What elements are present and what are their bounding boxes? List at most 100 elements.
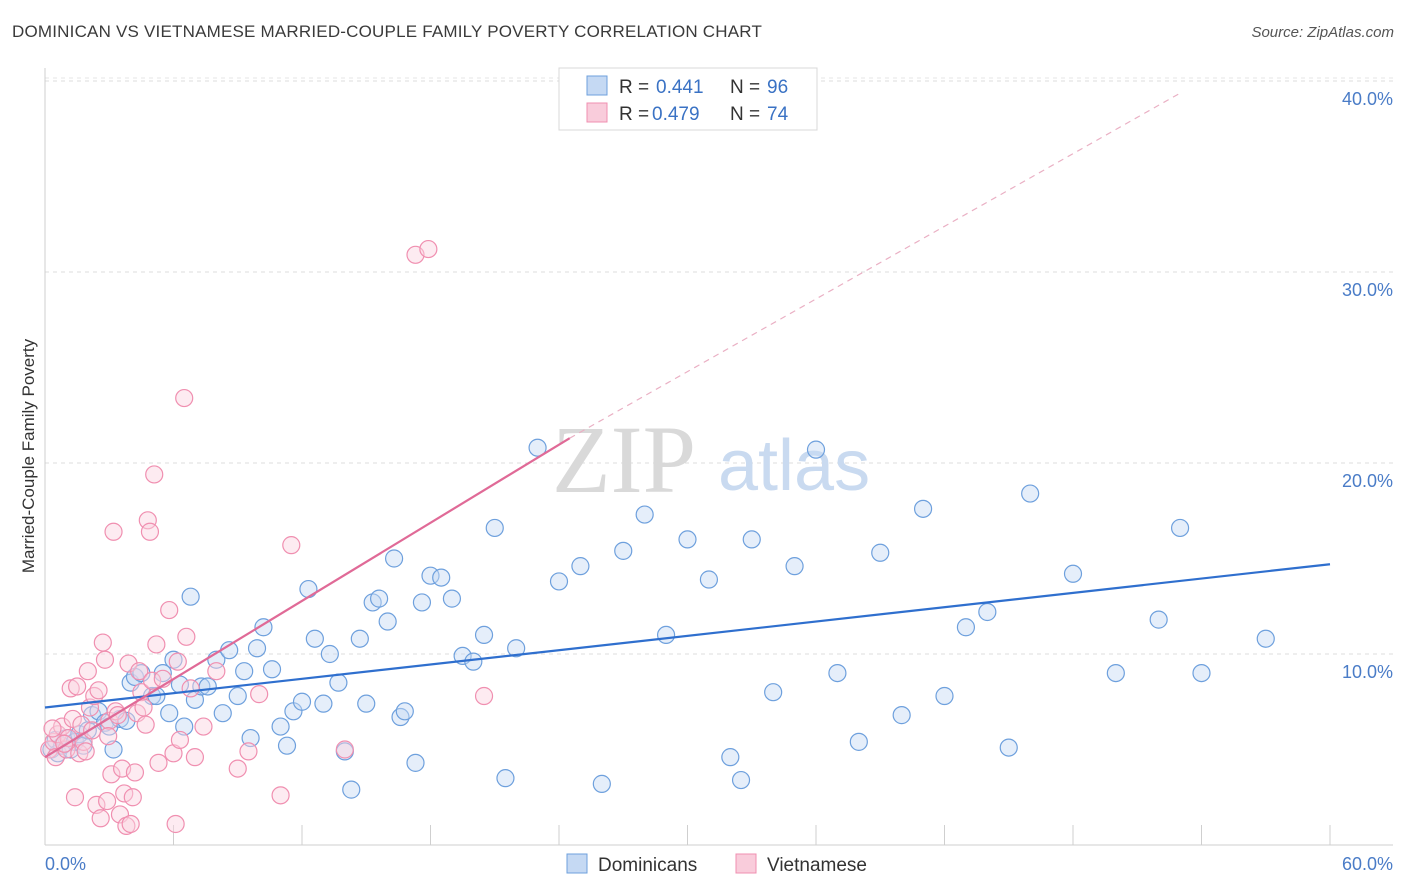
vietnamese-point-55 xyxy=(177,627,196,646)
dominicans-point-83 xyxy=(785,557,804,576)
x-tick-label-0: 0.0% xyxy=(45,854,86,874)
vietnamese-point-36 xyxy=(125,763,145,782)
dominicans-point-98 xyxy=(1170,518,1190,538)
vietnamese-point-34 xyxy=(121,814,140,834)
dominicans-point-90 xyxy=(935,686,954,706)
y-axis-label: Married-Couple Family Poverty xyxy=(19,338,38,573)
dominicans-point-59 xyxy=(406,753,425,772)
vietnamese-point-41 xyxy=(136,715,155,734)
dominicans-point-47 xyxy=(320,644,339,664)
dominicans-point-97 xyxy=(1149,610,1168,629)
vietnamese-point-47 xyxy=(149,753,168,772)
vietnamese-point-61 xyxy=(239,742,258,761)
legend-r-dominicans: 0.441 xyxy=(656,77,704,98)
vietnamese-point-11 xyxy=(70,744,89,763)
dominicans-point-95 xyxy=(1063,564,1083,583)
dominicans-point-72 xyxy=(571,557,590,576)
vietnamese-point-59 xyxy=(207,662,226,681)
vietnamese-point-42 xyxy=(138,511,157,530)
vietnamese-point-54 xyxy=(175,388,194,408)
series-swatch-vietnamese xyxy=(735,853,757,874)
dominicans-point-51 xyxy=(350,629,369,648)
dominicans-point-45 xyxy=(305,629,324,648)
vietnamese-point-43 xyxy=(140,522,160,541)
trend-lines xyxy=(44,92,1331,759)
dominicans-point-74 xyxy=(614,541,633,560)
dominicans-point-43 xyxy=(292,692,312,711)
dominicans-point-85 xyxy=(828,663,847,683)
dominicans-point-54 xyxy=(370,589,389,608)
vietnamese-point-20 xyxy=(91,809,110,828)
dominicans-point-62 xyxy=(432,568,451,587)
dominicans-point-52 xyxy=(357,694,376,713)
y-tick-labels: 10.0% 20.0% 30.0% 40.0% xyxy=(1342,89,1393,682)
vietnamese-point-72 xyxy=(43,719,62,738)
vietnamese-point-46 xyxy=(147,635,166,654)
dominicans-point-26 xyxy=(175,717,194,736)
vietnamese-point-31 xyxy=(115,784,134,803)
vietnamese-point-67 xyxy=(419,239,438,259)
vietnamese-point-65 xyxy=(335,740,354,759)
dominicans-point-48 xyxy=(329,673,348,692)
dominicans-point-67 xyxy=(485,518,504,538)
dominicans-point-27 xyxy=(181,587,200,606)
y-tick-label-0: 10.0% xyxy=(1342,662,1393,682)
series-legend: Dominicans Vietnamese xyxy=(566,853,867,876)
source-label: Source: ZipAtlas.com xyxy=(1251,24,1394,41)
dominicans-point-88 xyxy=(892,706,911,725)
vietnamese-point-60 xyxy=(228,759,247,778)
dominicans-point-79 xyxy=(721,748,740,767)
dominicans-point-100 xyxy=(1256,629,1275,648)
vietnamese-point-19 xyxy=(89,681,108,700)
vietnamese-point-38 xyxy=(130,662,149,681)
legend-n-label-vietnamese: N = xyxy=(730,104,760,125)
dominicans-point-99 xyxy=(1192,663,1211,683)
dominicans-points xyxy=(42,438,1275,799)
legend-r-label-vietnamese: R = xyxy=(619,104,649,125)
vietnamese-point-68 xyxy=(474,686,494,706)
grid-lines xyxy=(45,77,1393,655)
series-label-vietnamese: Vietnamese xyxy=(767,855,867,876)
vietnamese-point-58 xyxy=(194,717,213,736)
vietnamese-points xyxy=(40,239,494,836)
vietnamese-point-52 xyxy=(168,652,187,671)
dominicans-point-23 xyxy=(160,704,179,723)
vietnamese-point-9 xyxy=(65,788,85,807)
dominicans-point-58 xyxy=(395,702,414,721)
dominicans-trend-line xyxy=(44,563,1331,709)
vietnamese-point-56 xyxy=(181,679,200,698)
dominicans-point-60 xyxy=(412,593,432,612)
dominicans-point-81 xyxy=(742,530,761,549)
dominicans-point-84 xyxy=(806,440,826,459)
y-tick-label-2: 30.0% xyxy=(1342,280,1393,300)
dominicans-point-73 xyxy=(592,774,611,793)
y-tick-label-3: 40.0% xyxy=(1342,89,1393,109)
dominicans-point-87 xyxy=(871,543,890,562)
dominicans-point-76 xyxy=(656,625,676,645)
dominicans-point-82 xyxy=(764,683,783,702)
vietnamese-point-49 xyxy=(160,600,179,620)
vietnamese-point-45 xyxy=(145,465,164,484)
dominicans-point-91 xyxy=(956,618,976,637)
dominicans-point-77 xyxy=(678,530,697,549)
dominicans-point-89 xyxy=(913,499,933,518)
watermark-atlas: atlas xyxy=(718,426,870,506)
vietnamese-point-25 xyxy=(102,765,121,784)
dominicans-point-41 xyxy=(277,736,297,755)
series-swatch-dominicans xyxy=(566,853,588,874)
vietnamese-point-7 xyxy=(61,679,80,698)
dominicans-point-71 xyxy=(549,572,569,591)
dominicans-point-46 xyxy=(314,694,333,713)
vietnamese-point-26 xyxy=(104,522,123,541)
vietnamese-point-53 xyxy=(170,730,190,750)
dominicans-point-78 xyxy=(699,570,719,589)
dominicans-point-68 xyxy=(496,769,515,788)
vietnamese-point-62 xyxy=(250,685,269,704)
axes xyxy=(44,68,1393,846)
x-tick-labels: 0.0% 60.0% xyxy=(45,854,1393,874)
watermark-zip: ZIP xyxy=(552,406,696,513)
dominicans-point-32 xyxy=(213,704,232,723)
legend-n-dominicans: 96 xyxy=(767,77,788,98)
dominicans-point-63 xyxy=(442,589,462,608)
